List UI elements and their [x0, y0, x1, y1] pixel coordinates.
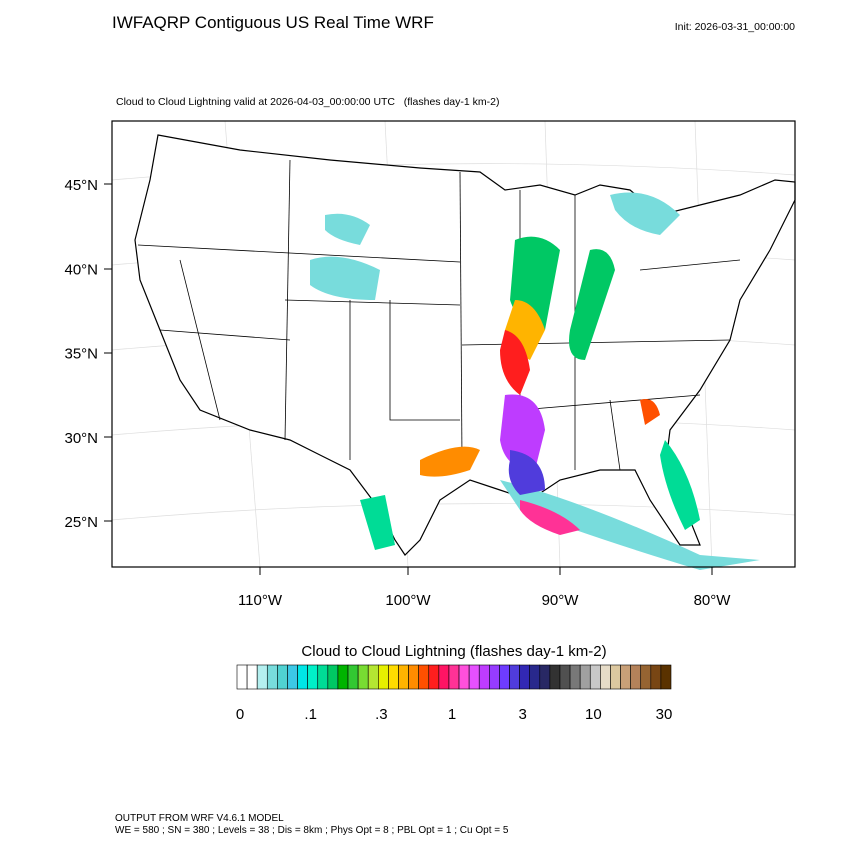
colorbar-swatch [630, 664, 642, 690]
colorbar-swatch [236, 664, 248, 690]
colorbar-swatch [297, 664, 308, 690]
init-time: Init: 2026-03-31_00:00:00 [675, 21, 795, 33]
colorbar-swatch [398, 664, 409, 690]
colorbar-label: 3 [518, 706, 526, 723]
colorbar-swatch [620, 664, 631, 690]
colorbar-swatch [468, 664, 480, 690]
subtitle: Cloud to Cloud Lightning valid at 2026-0… [116, 96, 499, 108]
colorbar-swatch [246, 664, 258, 690]
lon-label: 80°W [694, 592, 732, 609]
colorbar-swatch [388, 664, 399, 690]
lat-labels: 45°N 40°N 35°N 30°N 25°N [64, 177, 98, 531]
colorbar-swatch [509, 664, 520, 690]
colorbar-swatch [610, 664, 621, 690]
footer-line: OUTPUT FROM WRF V4.6.1 MODEL [115, 813, 284, 824]
colorbar-swatch [428, 664, 440, 690]
colorbar-label: 1 [448, 706, 456, 723]
colorbar-swatch [539, 664, 551, 690]
colorbar-swatch [559, 664, 571, 690]
colorbar-swatch [448, 664, 460, 690]
lat-label: 25°N [64, 514, 98, 531]
colorbar-swatch [549, 664, 561, 690]
colorbar-swatch [266, 664, 278, 690]
colorbar-swatch [418, 664, 430, 690]
lat-label: 30°N [64, 430, 98, 447]
colorbar-label: 30 [656, 706, 673, 723]
colorbar-swatch [519, 664, 530, 690]
colorbar-swatch [317, 664, 329, 690]
lightning-field [310, 192, 760, 570]
colorbar-swatch [458, 664, 470, 690]
map [104, 120, 796, 575]
colorbar-swatch [307, 664, 319, 690]
colorbar-swatch [660, 664, 672, 690]
colorbar-swatch [378, 664, 389, 690]
lon-labels: 110°W 100°W 90°W 80°W [238, 592, 731, 609]
colorbar [236, 664, 672, 690]
colorbar-swatch [256, 664, 268, 690]
colorbar-swatch [640, 664, 652, 690]
colorbar-label: 10 [585, 706, 602, 723]
colorbar-label: .3 [375, 706, 388, 723]
colorbar-swatch [650, 664, 662, 690]
axis-ticks [104, 183, 713, 575]
lat-label: 45°N [64, 177, 98, 194]
title: IWFAQRP Contiguous US Real Time WRF [112, 13, 434, 32]
footer-line: WE = 580 ; SN = 380 ; Levels = 38 ; Dis … [115, 825, 509, 836]
colorbar-swatch [347, 664, 359, 690]
colorbar-swatch [357, 664, 369, 690]
lat-label: 40°N [64, 261, 98, 278]
colorbar-title: Cloud to Cloud Lightning (flashes day-1 … [301, 643, 606, 660]
colorbar-swatch [367, 664, 379, 690]
colorbar-swatch [579, 664, 591, 690]
colorbar-swatch [287, 664, 298, 690]
colorbar-swatch [438, 664, 450, 690]
lon-label: 100°W [385, 592, 431, 609]
colorbar-swatch [337, 664, 349, 690]
colorbar-label: 0 [236, 706, 244, 723]
colorbar-labels: 0 .1 .3 1 3 10 30 [236, 706, 673, 723]
colorbar-label: .1 [304, 706, 317, 723]
map-frame [111, 120, 796, 568]
colorbar-swatch [589, 664, 601, 690]
lat-label: 35°N [64, 346, 98, 363]
colorbar-swatch [489, 664, 500, 690]
colorbar-swatch [600, 664, 611, 690]
colorbar-swatch [478, 664, 490, 690]
lon-label: 90°W [542, 592, 580, 609]
colorbar-swatch [529, 664, 541, 690]
lon-label: 110°W [238, 592, 283, 609]
colorbar-swatch [499, 664, 510, 690]
colorbar-swatch [327, 664, 339, 690]
colorbar-swatch [569, 664, 581, 690]
colorbar-swatch [277, 664, 288, 690]
colorbar-swatch [408, 664, 419, 690]
